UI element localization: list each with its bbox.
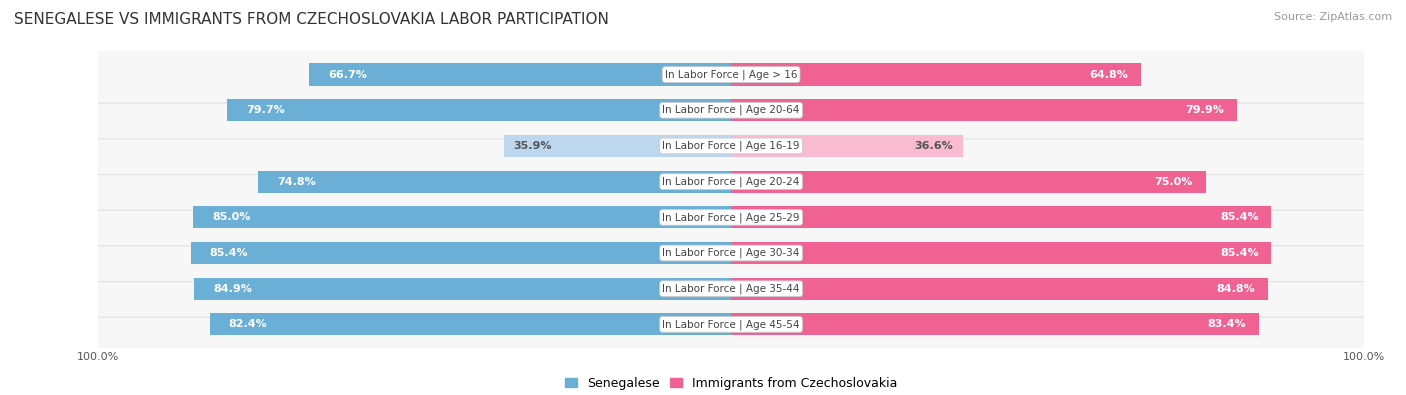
Text: 84.9%: 84.9% <box>212 284 252 294</box>
FancyBboxPatch shape <box>90 189 1372 246</box>
Bar <box>731 206 1271 228</box>
Text: Source: ZipAtlas.com: Source: ZipAtlas.com <box>1274 12 1392 22</box>
Text: 82.4%: 82.4% <box>229 320 267 329</box>
Text: In Labor Force | Age 16-19: In Labor Force | Age 16-19 <box>662 141 800 151</box>
Bar <box>731 99 1237 121</box>
Bar <box>731 135 963 157</box>
Text: 84.8%: 84.8% <box>1216 284 1256 294</box>
Bar <box>731 242 1271 264</box>
Text: SENEGALESE VS IMMIGRANTS FROM CZECHOSLOVAKIA LABOR PARTICIPATION: SENEGALESE VS IMMIGRANTS FROM CZECHOSLOV… <box>14 12 609 27</box>
Bar <box>731 313 1258 335</box>
Legend: Senegalese, Immigrants from Czechoslovakia: Senegalese, Immigrants from Czechoslovak… <box>560 372 903 395</box>
FancyBboxPatch shape <box>90 224 1372 282</box>
Text: 79.7%: 79.7% <box>246 105 284 115</box>
Text: In Labor Force | Age 20-64: In Labor Force | Age 20-64 <box>662 105 800 115</box>
Text: In Labor Force | Age 45-54: In Labor Force | Age 45-54 <box>662 319 800 330</box>
Text: 35.9%: 35.9% <box>513 141 553 151</box>
FancyBboxPatch shape <box>90 82 1372 139</box>
Bar <box>226 99 731 121</box>
Text: 36.6%: 36.6% <box>914 141 953 151</box>
Text: 85.4%: 85.4% <box>209 248 249 258</box>
FancyBboxPatch shape <box>90 46 1372 103</box>
Text: In Labor Force | Age 25-29: In Labor Force | Age 25-29 <box>662 212 800 222</box>
FancyBboxPatch shape <box>90 153 1372 210</box>
Bar <box>731 278 1268 300</box>
FancyBboxPatch shape <box>90 117 1372 175</box>
Bar <box>193 206 731 228</box>
Text: 83.4%: 83.4% <box>1208 320 1246 329</box>
Bar <box>309 64 731 86</box>
Text: In Labor Force | Age > 16: In Labor Force | Age > 16 <box>665 69 797 80</box>
Bar <box>731 64 1142 86</box>
Text: 74.8%: 74.8% <box>277 177 315 186</box>
Text: 85.0%: 85.0% <box>212 213 250 222</box>
Text: In Labor Force | Age 20-24: In Labor Force | Age 20-24 <box>662 177 800 187</box>
Text: 85.4%: 85.4% <box>1220 248 1258 258</box>
Bar <box>257 171 731 193</box>
Text: In Labor Force | Age 35-44: In Labor Force | Age 35-44 <box>662 284 800 294</box>
Text: 85.4%: 85.4% <box>1220 213 1258 222</box>
Bar <box>209 313 731 335</box>
FancyBboxPatch shape <box>90 296 1372 353</box>
Text: 66.7%: 66.7% <box>328 70 367 79</box>
Text: In Labor Force | Age 30-34: In Labor Force | Age 30-34 <box>662 248 800 258</box>
Text: 75.0%: 75.0% <box>1154 177 1192 186</box>
Bar <box>194 278 731 300</box>
FancyBboxPatch shape <box>90 260 1372 317</box>
Bar <box>503 135 731 157</box>
Text: 64.8%: 64.8% <box>1090 70 1129 79</box>
Bar <box>191 242 731 264</box>
Bar <box>731 171 1205 193</box>
Text: 79.9%: 79.9% <box>1185 105 1225 115</box>
